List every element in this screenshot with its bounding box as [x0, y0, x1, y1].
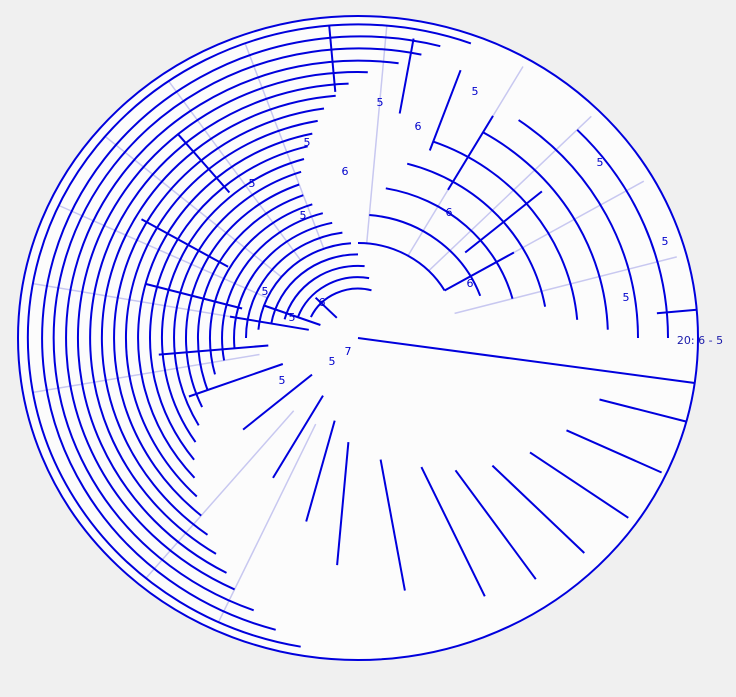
branch-radial: [599, 398, 687, 423]
branch-arc: [89, 82, 349, 555]
branch-arc: [52, 47, 422, 612]
branch-arc: [518, 119, 639, 339]
branch-radial: [272, 395, 324, 479]
branch-arc: [137, 132, 313, 479]
branch-arc: [357, 242, 446, 292]
branch-radial: [314, 296, 338, 319]
branch-radial: [141, 218, 229, 268]
branch-arc: [233, 221, 333, 349]
node-label: 6: [467, 277, 474, 290]
branch-radial: [428, 69, 462, 151]
guide-line: [428, 115, 592, 272]
branch-radial: [242, 373, 313, 431]
branch-radial: [491, 464, 585, 554]
node-label: 5: [279, 374, 286, 387]
branch-arc: [432, 140, 579, 320]
branch-arc: [576, 129, 669, 339]
branch-radial: [529, 451, 629, 519]
branch-arc: [65, 59, 399, 591]
branch-arc: [76, 71, 368, 574]
branch-radial: [336, 442, 350, 566]
node-label: 5: [300, 209, 307, 222]
branch-radial: [263, 304, 321, 326]
branch-arc: [369, 214, 482, 297]
branch-arc: [100, 94, 336, 536]
node-label: 5: [472, 85, 479, 98]
branch-radial: [379, 459, 406, 591]
node-label: 6: [446, 206, 453, 219]
branch-arc: [41, 35, 441, 631]
branch-arc: [184, 183, 300, 408]
node-label: 5: [289, 311, 296, 324]
node-label: 7: [345, 345, 352, 358]
branch-arc: [482, 131, 609, 330]
branch-arc: [149, 145, 308, 461]
branch-radial: [444, 251, 515, 292]
node-label: 6: [319, 296, 326, 309]
tip-label: 20: 6 - 5: [677, 334, 723, 347]
guide-line: [454, 256, 677, 315]
branch-radial: [454, 469, 537, 580]
branch-arc: [245, 231, 343, 339]
branches: [26, 23, 697, 648]
branch-radial: [145, 282, 243, 310]
branch-arc: [310, 287, 372, 318]
branch-radial: [328, 25, 337, 92]
node-label: 6: [415, 120, 422, 133]
node-label: 5: [304, 136, 311, 149]
branch-radial: [420, 466, 486, 597]
node-label: 5: [329, 355, 336, 368]
branch-radial: [177, 133, 231, 194]
branch-radial: [357, 337, 695, 384]
branch-arc: [113, 107, 325, 517]
branch-arc: [283, 264, 365, 320]
node-label: 5: [662, 235, 669, 248]
branch-arc: [257, 242, 352, 330]
branch-radial: [447, 115, 494, 191]
node-label: 5: [249, 177, 256, 190]
node-label: 5: [623, 291, 630, 304]
branch-radial: [464, 190, 543, 254]
branch-radial: [566, 429, 663, 474]
branch-radial: [305, 420, 336, 522]
branch-arc: [26, 23, 472, 648]
branch-arc: [385, 187, 514, 299]
node-labels: 7 6 6 6 6 6 6 5 5 5 5 5 5 5 5 5 5 5 5 20…: [249, 85, 724, 387]
node-label: 5: [377, 96, 384, 109]
branch-arc: [208, 203, 313, 375]
branch-radial: [398, 38, 415, 114]
branch-arc: [296, 276, 370, 318]
branch-arc: [197, 194, 304, 391]
branch-radial: [656, 308, 697, 315]
branch-arc: [221, 212, 324, 361]
branch-radial: [229, 315, 309, 331]
node-label: 6: [342, 165, 349, 178]
branch-arc: [406, 162, 547, 307]
node-label: 5: [597, 156, 604, 169]
node-label: 5: [262, 285, 269, 298]
branch-arc: [173, 170, 302, 426]
branch-arc: [124, 119, 318, 498]
branch-arc: [161, 158, 305, 443]
branch-radial: [188, 363, 284, 398]
branch-radial: [158, 344, 269, 356]
